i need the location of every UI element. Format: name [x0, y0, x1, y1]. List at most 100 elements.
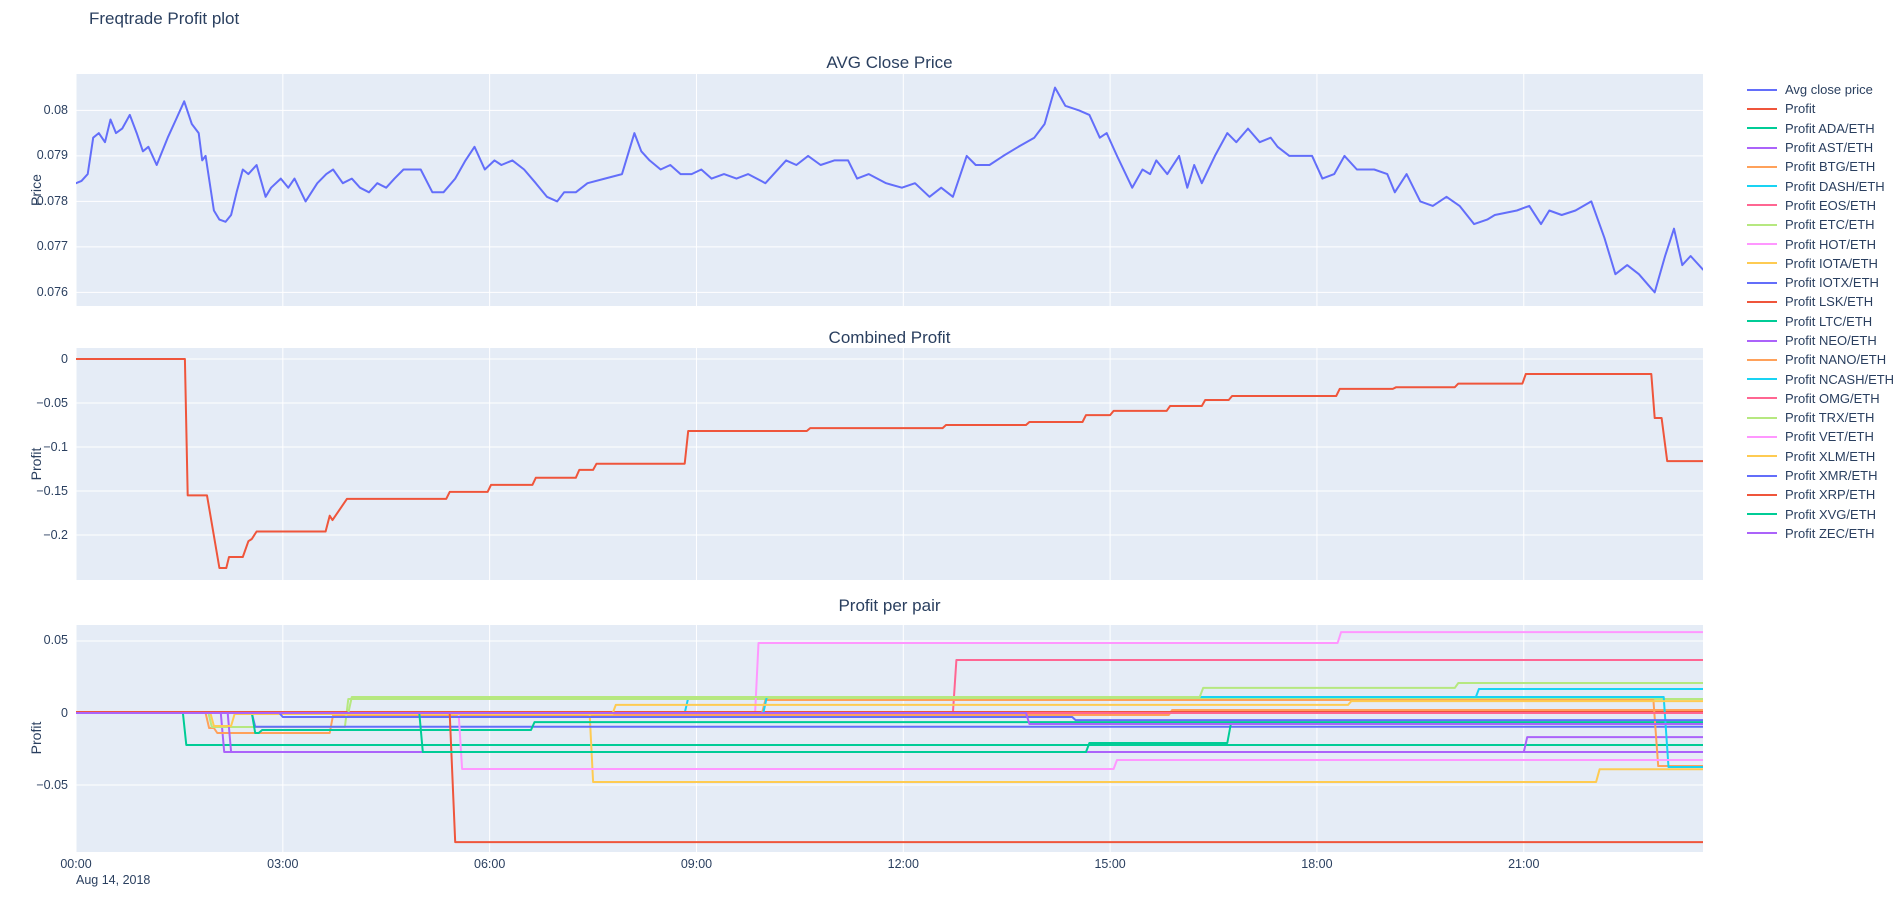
x-tick-label: 09:00 — [680, 857, 713, 871]
y-tick-label: 0.078 — [36, 193, 68, 208]
x-tick-label: 12:00 — [887, 857, 919, 871]
perpair-chart-svg — [76, 625, 1703, 852]
legend-item-profit-hot-eth[interactable]: Profit HOT/ETH — [1747, 234, 1894, 253]
legend-item-profit-lsk-eth[interactable]: Profit LSK/ETH — [1747, 292, 1894, 311]
legend-item-label: Profit — [1785, 101, 1816, 117]
x-tick-label: 21:00 — [1508, 857, 1540, 871]
y-tick-label: 0 — [61, 705, 68, 720]
legend-item-profit-dash-eth[interactable]: Profit DASH/ETH — [1747, 176, 1894, 195]
y-tick-label: −0.15 — [36, 483, 68, 498]
legend-item-label: Profit DASH/ETH — [1785, 178, 1885, 194]
legend-line-swatch — [1747, 243, 1777, 246]
legend-line-swatch — [1747, 358, 1777, 361]
legend-item-label: Profit BTG/ETH — [1785, 159, 1876, 175]
legend-line-swatch — [1747, 107, 1777, 110]
y-tick-label: −0.05 — [36, 395, 68, 410]
legend-item-profit-eos-eth[interactable]: Profit EOS/ETH — [1747, 196, 1894, 215]
legend-line-swatch — [1747, 513, 1777, 516]
legend-line-swatch — [1747, 223, 1777, 226]
y-axis-title-profit-perpair: Profit — [28, 721, 44, 755]
legend-item-avg-close-price[interactable]: Avg close price — [1747, 80, 1894, 99]
plot-area-profit-per-pair[interactable] — [76, 625, 1703, 852]
legend-item-profit-ltc-eth[interactable]: Profit LTC/ETH — [1747, 312, 1894, 331]
legend-line-swatch — [1747, 416, 1777, 419]
legend-line-swatch — [1747, 185, 1777, 188]
legend-item-profit-neo-eth[interactable]: Profit NEO/ETH — [1747, 331, 1894, 350]
legend-line-swatch — [1747, 88, 1777, 91]
series-line-profit-zec-eth — [76, 712, 1703, 725]
legend-item-profit-ncash-eth[interactable]: Profit NCASH/ETH — [1747, 369, 1894, 388]
legend-line-swatch — [1747, 300, 1777, 303]
subplot-title-profit-per-pair: Profit per pair — [838, 596, 941, 615]
legend-item-label: Profit TRX/ETH — [1785, 410, 1875, 426]
legend-item-label: Profit LTC/ETH — [1785, 313, 1873, 329]
legend-line-swatch — [1747, 339, 1777, 342]
legend-item-profit-ast-eth[interactable]: Profit AST/ETH — [1747, 138, 1894, 157]
legend-item-label: Profit NANO/ETH — [1785, 352, 1887, 368]
y-tick-label: 0.076 — [36, 284, 68, 299]
legend-line-swatch — [1747, 532, 1777, 535]
legend-item-profit-btg-eth[interactable]: Profit BTG/ETH — [1747, 157, 1894, 176]
legend-item-profit-xvg-eth[interactable]: Profit XVG/ETH — [1747, 505, 1894, 524]
legend-item-label: Profit AST/ETH — [1785, 140, 1874, 156]
legend-line-swatch — [1747, 493, 1777, 496]
legend-item-profit-omg-eth[interactable]: Profit OMG/ETH — [1747, 389, 1894, 408]
x-tick-label: 06:00 — [474, 857, 506, 871]
x-tick-label: 00:00 — [60, 857, 92, 871]
series-line-profit-trx-eth — [76, 682, 1703, 714]
series-line-profit-ltc-eth — [76, 712, 1703, 734]
page-title: Freqtrade Profit plot — [89, 9, 240, 28]
legend-item-label: Profit OMG/ETH — [1785, 390, 1880, 406]
legend-item-label: Profit ZEC/ETH — [1785, 525, 1875, 541]
legend-item-label: Avg close price — [1785, 82, 1873, 98]
legend-item-label: Profit XVG/ETH — [1785, 506, 1877, 522]
legend-item-label: Profit ADA/ETH — [1785, 120, 1875, 136]
y-tick-label: −0.05 — [36, 777, 68, 792]
legend-line-swatch — [1747, 474, 1777, 477]
legend-item-profit-iotx-eth[interactable]: Profit IOTX/ETH — [1747, 273, 1894, 292]
legend-item-profit[interactable]: Profit — [1747, 99, 1894, 118]
plot-area-combined-profit[interactable] — [76, 348, 1703, 580]
legend-item-profit-xrp-eth[interactable]: Profit XRP/ETH — [1747, 485, 1894, 504]
legend-item-label: Profit EOS/ETH — [1785, 197, 1877, 213]
legend-item-label: Profit XMR/ETH — [1785, 468, 1878, 484]
legend-line-swatch — [1747, 281, 1777, 284]
legend-item-label: Profit XRP/ETH — [1785, 487, 1876, 503]
y-tick-label: −0.1 — [43, 439, 68, 454]
legend-line-swatch — [1747, 435, 1777, 438]
legend-item-label: Profit XLM/ETH — [1785, 448, 1876, 464]
series-line-profit — [76, 358, 1703, 569]
legend-line-swatch — [1747, 397, 1777, 400]
legend-item-label: Profit ETC/ETH — [1785, 217, 1875, 233]
y-tick-label: 0.077 — [36, 239, 68, 254]
legend-item-label: Profit VET/ETH — [1785, 429, 1874, 445]
legend-line-swatch — [1747, 165, 1777, 168]
legend-item-profit-nano-eth[interactable]: Profit NANO/ETH — [1747, 350, 1894, 369]
combined-chart-svg — [76, 348, 1703, 580]
legend-line-swatch — [1747, 455, 1777, 458]
legend-item-profit-ada-eth[interactable]: Profit ADA/ETH — [1747, 119, 1894, 138]
legend-item-profit-trx-eth[interactable]: Profit TRX/ETH — [1747, 408, 1894, 427]
y-tick-label: 0.05 — [43, 633, 68, 648]
legend-item-profit-etc-eth[interactable]: Profit ETC/ETH — [1747, 215, 1894, 234]
x-tick-label: 15:00 — [1094, 857, 1126, 871]
legend-item-profit-xmr-eth[interactable]: Profit XMR/ETH — [1747, 466, 1894, 485]
legend-line-swatch — [1747, 262, 1777, 265]
x-tick-label: 18:00 — [1301, 857, 1333, 871]
plot-area-avg-close-price[interactable] — [76, 74, 1703, 306]
legend-item-profit-iota-eth[interactable]: Profit IOTA/ETH — [1747, 254, 1894, 273]
price-chart-svg — [76, 74, 1703, 306]
legend-item-profit-vet-eth[interactable]: Profit VET/ETH — [1747, 427, 1894, 446]
legend-line-swatch — [1747, 320, 1777, 323]
subplot-title-combined-profit: Combined Profit — [828, 328, 951, 347]
legend-item-profit-xlm-eth[interactable]: Profit XLM/ETH — [1747, 447, 1894, 466]
x-axis-date-label: Aug 14, 2018 — [76, 873, 151, 887]
legend-line-swatch — [1747, 204, 1777, 207]
legend-item-label: Profit HOT/ETH — [1785, 236, 1877, 252]
legend-item-profit-zec-eth[interactable]: Profit ZEC/ETH — [1747, 524, 1894, 543]
legend-line-swatch — [1747, 127, 1777, 130]
legend-line-swatch — [1747, 146, 1777, 149]
y-tick-label: −0.2 — [43, 527, 68, 542]
legend-item-label: Profit NEO/ETH — [1785, 333, 1877, 348]
